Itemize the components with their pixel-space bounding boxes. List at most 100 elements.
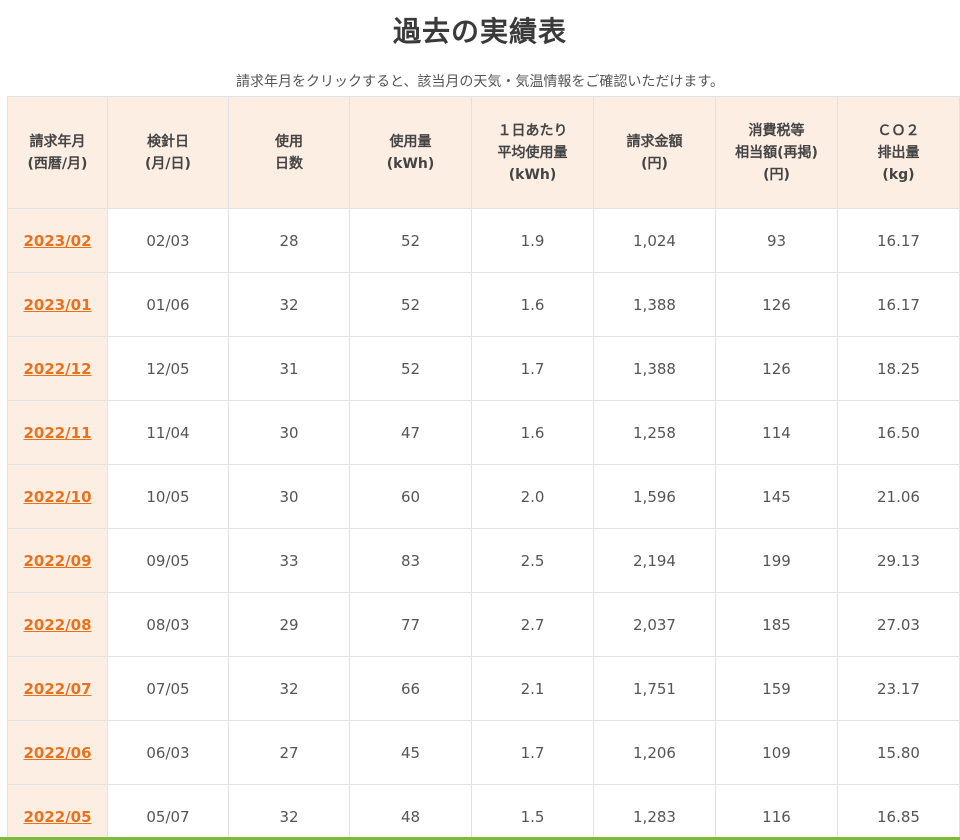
header-line: ＣＯ２ (877, 122, 920, 139)
billing-month-link[interactable]: 2022/12 (23, 359, 92, 378)
header-line: (円) (641, 155, 668, 172)
page-title: 過去の実績表 (392, 15, 567, 48)
billing-month-cell: 2022/12 (7, 336, 108, 401)
bottom-accent-bar (0, 837, 960, 840)
daily-average-cell: 2.7 (471, 592, 594, 657)
billing-month-cell: 2022/06 (7, 720, 108, 785)
billing-month-cell: 2022/09 (7, 528, 108, 593)
consumption-tax-cell: 126 (715, 336, 838, 401)
billing-amount-cell: 1,751 (593, 656, 716, 721)
co2-emissions-cell: 16.50 (837, 400, 960, 465)
billing-month-link[interactable]: 2022/07 (23, 679, 92, 698)
usage-days-cell: 33 (228, 528, 350, 593)
usage-kwh-cell: 60 (349, 464, 472, 529)
reading-date-cell: 07/05 (107, 656, 229, 721)
co2-emissions-cell: 16.17 (837, 208, 960, 273)
billing-amount-cell: 1,024 (593, 208, 716, 273)
billing-month-link[interactable]: 2022/10 (23, 487, 92, 506)
billing-month-cell: 2022/05 (7, 784, 108, 840)
header-reading-date: 検針日 (月/日) (107, 96, 229, 209)
consumption-tax-cell: 116 (715, 784, 838, 840)
billing-amount-cell: 1,388 (593, 272, 716, 337)
header-line: (kWh) (386, 155, 435, 172)
consumption-tax-cell: 114 (715, 400, 838, 465)
header-usage-days: 使用 日数 (228, 96, 350, 209)
co2-emissions-cell: 23.17 (837, 656, 960, 721)
usage-kwh-cell: 52 (349, 272, 472, 337)
daily-average-cell: 1.9 (471, 208, 594, 273)
usage-kwh-cell: 77 (349, 592, 472, 657)
usage-days-cell: 30 (228, 464, 350, 529)
billing-amount-cell: 1,596 (593, 464, 716, 529)
reading-date-cell: 09/05 (107, 528, 229, 593)
consumption-tax-cell: 185 (715, 592, 838, 657)
billing-month-cell: 2022/10 (7, 464, 108, 529)
table-row: 2022/05 05/07 32 48 1.5 1,283 116 16.85 (7, 784, 960, 840)
table-header-row: 請求年月 (西暦/月) 検針日 (月/日) 使用 日数 使用量 (kWh) １日… (7, 96, 960, 209)
reading-date-cell: 01/06 (107, 272, 229, 337)
usage-days-cell: 31 (228, 336, 350, 401)
co2-emissions-cell: 15.80 (837, 720, 960, 785)
daily-average-cell: 1.7 (471, 720, 594, 785)
header-billing-amount: 請求金額 (円) (593, 96, 716, 209)
header-usage-kwh: 使用量 (kWh) (349, 96, 472, 209)
table-row: 2022/12 12/05 31 52 1.7 1,388 126 18.25 (7, 336, 960, 401)
daily-average-cell: 2.1 (471, 656, 594, 721)
reading-date-cell: 11/04 (107, 400, 229, 465)
billing-amount-cell: 1,388 (593, 336, 716, 401)
reading-date-cell: 12/05 (107, 336, 229, 401)
header-line: 検針日 (147, 133, 189, 150)
usage-days-cell: 27 (228, 720, 350, 785)
usage-days-cell: 29 (228, 592, 350, 657)
consumption-tax-cell: 93 (715, 208, 838, 273)
table-row: 2023/02 02/03 28 52 1.9 1,024 93 16.17 (7, 208, 960, 273)
table-row: 2022/10 10/05 30 60 2.0 1,596 145 21.06 (7, 464, 960, 529)
billing-amount-cell: 1,258 (593, 400, 716, 465)
header-line: 排出量 (877, 144, 920, 161)
co2-emissions-cell: 16.85 (837, 784, 960, 840)
daily-average-cell: 2.0 (471, 464, 594, 529)
header-line: 相当額(再掲) (735, 144, 818, 161)
header-line: (西暦/月) (27, 155, 88, 172)
billing-month-link[interactable]: 2022/09 (23, 551, 92, 570)
table-row: 2022/11 11/04 30 47 1.6 1,258 114 16.50 (7, 400, 960, 465)
daily-average-cell: 1.5 (471, 784, 594, 840)
billing-month-link[interactable]: 2023/01 (23, 295, 92, 314)
reading-date-cell: 05/07 (107, 784, 229, 840)
daily-average-cell: 1.7 (471, 336, 594, 401)
billing-month-link[interactable]: 2022/06 (23, 743, 92, 762)
co2-emissions-cell: 18.25 (837, 336, 960, 401)
billing-month-link[interactable]: 2023/02 (23, 231, 92, 250)
header-co2-emissions: ＣＯ２ 排出量 (kg) (837, 96, 960, 209)
header-line: (円) (763, 166, 790, 183)
usage-days-cell: 32 (228, 784, 350, 840)
usage-kwh-cell: 52 (349, 208, 472, 273)
daily-average-cell: 1.6 (471, 272, 594, 337)
co2-emissions-cell: 27.03 (837, 592, 960, 657)
billing-month-link[interactable]: 2022/05 (23, 807, 92, 826)
header-line: １日あたり (497, 122, 568, 139)
usage-kwh-cell: 48 (349, 784, 472, 840)
billing-amount-cell: 1,206 (593, 720, 716, 785)
reading-date-cell: 02/03 (107, 208, 229, 273)
consumption-tax-cell: 199 (715, 528, 838, 593)
header-line: 使用量 (389, 133, 432, 150)
usage-days-cell: 30 (228, 400, 350, 465)
header-consumption-tax: 消費税等 相当額(再掲) (円) (715, 96, 838, 209)
billing-month-cell: 2022/08 (7, 592, 108, 657)
billing-month-link[interactable]: 2022/08 (23, 615, 92, 634)
header-line: 平均使用量 (497, 144, 568, 161)
usage-kwh-cell: 52 (349, 336, 472, 401)
daily-average-cell: 1.6 (471, 400, 594, 465)
reading-date-cell: 10/05 (107, 464, 229, 529)
co2-emissions-cell: 16.17 (837, 272, 960, 337)
daily-average-cell: 2.5 (471, 528, 594, 593)
billing-amount-cell: 2,194 (593, 528, 716, 593)
table-row: 2023/01 01/06 32 52 1.6 1,388 126 16.17 (7, 272, 960, 337)
header-line: 消費税等 (748, 122, 805, 139)
history-table: 請求年月 (西暦/月) 検針日 (月/日) 使用 日数 使用量 (kWh) １日… (7, 96, 960, 840)
usage-kwh-cell: 66 (349, 656, 472, 721)
billing-month-link[interactable]: 2022/11 (23, 423, 92, 442)
table-row: 2022/09 09/05 33 83 2.5 2,194 199 29.13 (7, 528, 960, 593)
